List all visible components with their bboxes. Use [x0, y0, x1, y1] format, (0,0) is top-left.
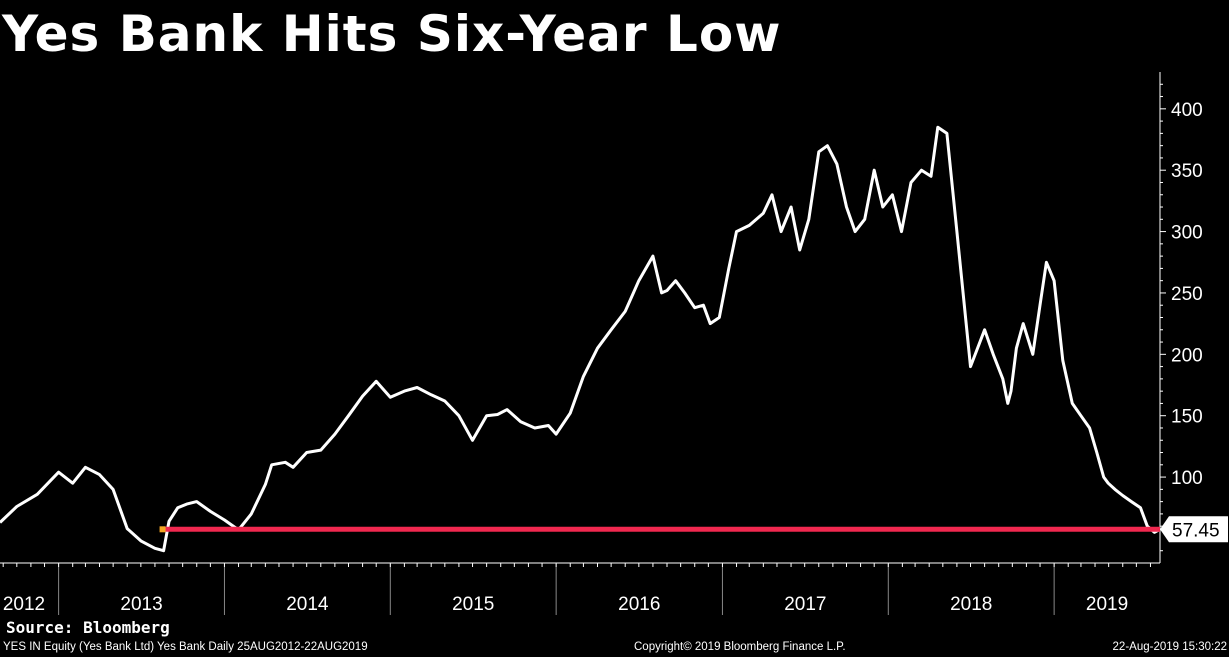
y-tick-label: 400 — [1171, 100, 1203, 121]
x-tick-label: 2014 — [286, 594, 329, 615]
y-tick-label: 150 — [1171, 407, 1203, 428]
y-tick-label: 250 — [1171, 284, 1203, 305]
low-marker — [159, 526, 166, 533]
y-tick-label: 200 — [1171, 345, 1203, 366]
x-tick-label: 2019 — [1086, 594, 1128, 615]
copyright-notice: Copyright© 2019 Bloomberg Finance L.P. — [634, 641, 846, 653]
y-tick-label: 300 — [1171, 223, 1203, 244]
x-tick-label: 2012 — [3, 594, 45, 615]
price-line — [0, 125, 1161, 553]
chart-title: Yes Bank Hits Six-Year Low — [2, 5, 782, 63]
x-tick-label: 2018 — [950, 594, 992, 615]
x-axis: 2012 2013 2014 2015 2016 2017 2018 2019 — [0, 562, 1160, 615]
plot-area — [0, 125, 1161, 553]
last-value-label: 57.45 — [1172, 520, 1220, 541]
x-tick-label: 2013 — [120, 594, 162, 615]
last-value-tag — [1160, 516, 1228, 543]
x-tick-label: 2015 — [452, 594, 494, 615]
security-description: YES IN Equity (Yes Bank Ltd) Yes Bank Da… — [3, 641, 368, 653]
y-axis: 100 150 200 250 300 350 400 57.45 — [1159, 72, 1228, 563]
y-tick-label: 350 — [1171, 161, 1203, 182]
x-tick-label: 2016 — [618, 594, 660, 615]
last-value-callout: 57.45 — [1160, 516, 1228, 543]
y-tick-label: 100 — [1171, 468, 1203, 489]
source-note: Source: Bloomberg — [6, 618, 170, 637]
timestamp: 22-Aug-2019 15:30:22 — [1112, 641, 1227, 653]
x-tick-label: 2017 — [784, 594, 826, 615]
